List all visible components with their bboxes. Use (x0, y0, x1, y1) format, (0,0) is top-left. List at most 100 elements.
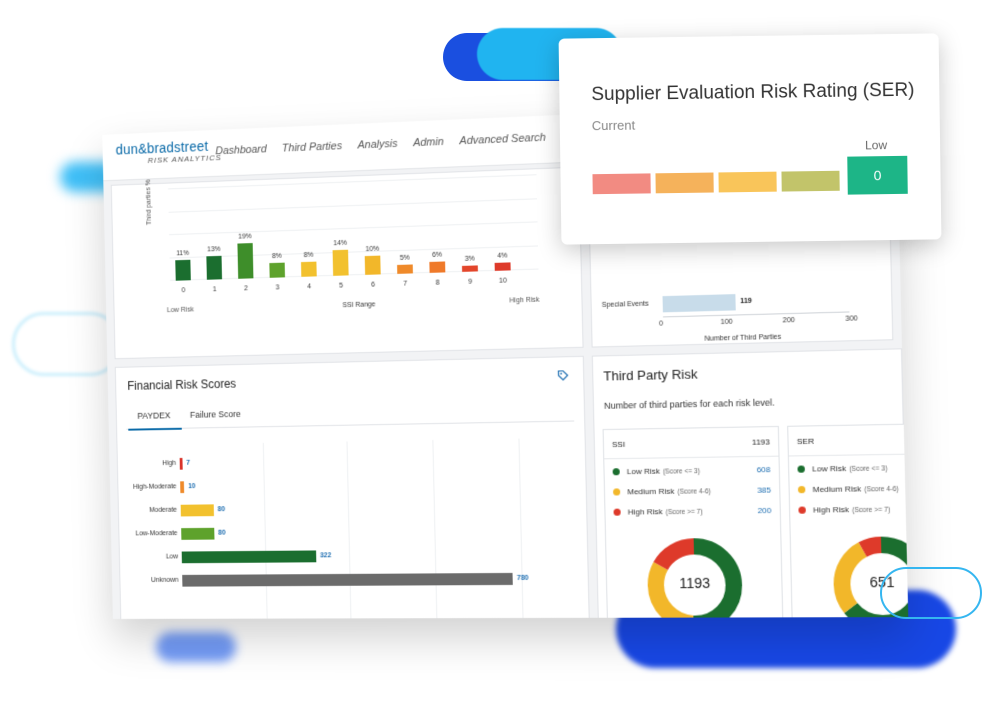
legend-item: High Risk (Score >= 7) 200 (613, 505, 771, 521)
legend-label: High Risk (Score >= 7) (813, 505, 890, 515)
financial-bar-row[interactable]: High-Moderate 10 (118, 476, 573, 496)
legend-dot (797, 465, 804, 472)
financial-bar-label: High (118, 460, 176, 468)
ssi-tick-label: 0 (170, 287, 197, 295)
ssi-bar-fill (269, 263, 285, 278)
financial-bar-label: Moderate (119, 507, 177, 514)
special-events-label: Special Events (602, 301, 649, 309)
special-events-value: 119 (740, 298, 752, 305)
ssi-tick-label: 7 (392, 280, 420, 288)
ssi-bar-fill (462, 266, 478, 272)
nav-analysis[interactable]: Analysis (357, 138, 397, 152)
tab-paydex[interactable]: PAYDEX (137, 410, 170, 420)
ssi-tick-label: 4 (296, 283, 323, 291)
ssi-tick-label: 8 (424, 279, 452, 287)
ssi-bar-chart: Third parties % Low Risk SSI Range High … (149, 175, 539, 316)
legend-dot (613, 509, 620, 516)
financial-bar (182, 550, 317, 563)
ssi-tick-label: 5 (327, 282, 354, 290)
financial-bar-row[interactable]: High 7 (118, 452, 573, 473)
financial-bar-value: 780 (517, 575, 529, 582)
ssi-bar-value: 3% (456, 256, 484, 264)
ssi-bar-value: 11% (169, 250, 196, 258)
legend-item: Low Risk (Score <= 3) (797, 461, 908, 478)
financial-bar-row[interactable]: Low-Moderate 80 (119, 524, 575, 542)
legend-dot (613, 488, 620, 495)
ssi-x-axis-title: SSI Range (342, 301, 375, 309)
financial-bar-row[interactable]: Low 322 (120, 548, 576, 565)
legend-dot (798, 507, 805, 514)
ssi-high-risk-label: High Risk (509, 297, 539, 305)
third-party-risk-subtitle: Number of third parties for each risk le… (604, 397, 775, 411)
ssi-bar-fill (495, 263, 511, 271)
legend-value[interactable]: 385 (757, 485, 771, 494)
financial-bar-label: Low-Moderate (119, 530, 177, 537)
financial-tabs: PAYDEX Failure Score (126, 395, 574, 429)
legend-label-text: Low Risk (627, 467, 660, 477)
special-events-axis (663, 311, 849, 317)
ssi-bar-value: 8% (295, 252, 322, 260)
legend-label-text: Medium Risk (627, 487, 674, 497)
legend-item: High Risk (Score >= 7) (798, 503, 908, 519)
ssi-bar-value: 10% (359, 246, 386, 254)
tab-failure-score[interactable]: Failure Score (190, 409, 241, 420)
decor-blob (156, 632, 236, 662)
ser-scale-segment (781, 171, 839, 192)
financial-bar-row[interactable]: Unknown 780 (120, 573, 576, 589)
ssi-tick-label: 3 (264, 284, 291, 292)
ser-level-label: Low (865, 138, 887, 152)
legend-range: (Score <= 3) (849, 465, 887, 473)
ssi-donut-chart[interactable]: 1193 (642, 534, 747, 619)
financial-bar (181, 528, 214, 540)
financial-risk-scores-card: Financial Risk Scores PAYDEX Failure Sco… (115, 356, 590, 619)
special-events-bar[interactable] (663, 294, 737, 312)
ssi-tick-label: 2 (233, 285, 260, 293)
financial-risk-title: Financial Risk Scores (127, 377, 236, 393)
legend-item: Medium Risk (Score 4-6) 385 (613, 484, 771, 500)
financial-bar-label: High-Moderate (118, 483, 176, 491)
ser-scale-segment (655, 173, 713, 194)
ssi-bar-fill (333, 249, 349, 275)
financial-bar-value: 7 (186, 460, 190, 467)
ser-popup-title: Supplier Evaluation Risk Rating (SER) (591, 80, 914, 107)
financial-bar-label: Low (120, 554, 178, 561)
legend-label-text: High Risk (628, 507, 663, 516)
financial-bar (180, 481, 184, 493)
legend-label: Low Risk (Score <= 3) (812, 463, 887, 473)
financial-bar-row[interactable]: Moderate 80 (119, 500, 574, 519)
ssi-low-risk-label: Low Risk (167, 307, 194, 315)
financial-bar-value: 10 (188, 483, 196, 490)
ssi-tick-label: 9 (456, 278, 484, 286)
legend-label: Low Risk (Score <= 3) (627, 466, 700, 476)
ssi-distribution-card: Third parties % Low Risk SSI Range High … (111, 167, 584, 360)
special-events-x-axis-title: Number of Third Parties (704, 334, 781, 343)
legend-label-text: High Risk (813, 505, 849, 515)
legend-label: Medium Risk (Score 4-6) (627, 486, 711, 496)
nav-dashboard[interactable]: Dashboard (215, 143, 267, 157)
ssi-bar-value: 8% (263, 253, 290, 261)
logo-subtitle: RISK ANALYTICS (148, 153, 222, 165)
legend-range: (Score <= 3) (663, 468, 700, 476)
legend-range: (Score >= 7) (666, 509, 703, 517)
nav-admin[interactable]: Admin (413, 136, 444, 149)
ssi-risk-card[interactable]: SSI 1193 Low Risk (Score <= 3) 608 Medium… (603, 426, 784, 619)
gridline (169, 221, 537, 235)
legend-value[interactable]: 608 (757, 465, 771, 474)
legend-item: Low Risk (Score <= 3) 608 (613, 464, 771, 480)
ser-scale-segment (592, 173, 650, 194)
ssi-bar-fill (301, 262, 317, 277)
financial-bar-label: Unknown (120, 577, 178, 584)
special-events-tick: 100 (720, 319, 732, 326)
nav-third-parties[interactable]: Third Parties (282, 140, 342, 154)
financial-bar-value: 80 (218, 530, 226, 537)
divider (604, 456, 778, 460)
special-events-tick: 200 (783, 317, 795, 324)
ssi-bar-fill (397, 264, 413, 274)
logo[interactable]: dun&bradstreet RISK ANALYTICS (115, 137, 221, 166)
ssi-card-title: SSI (612, 440, 625, 449)
nav-advanced-search[interactable]: Advanced Search (459, 132, 546, 148)
legend-value[interactable]: 200 (757, 506, 771, 515)
legend-label: High Risk (Score >= 7) (628, 507, 703, 517)
financial-bar (181, 504, 214, 516)
tag-icon[interactable] (557, 369, 569, 381)
